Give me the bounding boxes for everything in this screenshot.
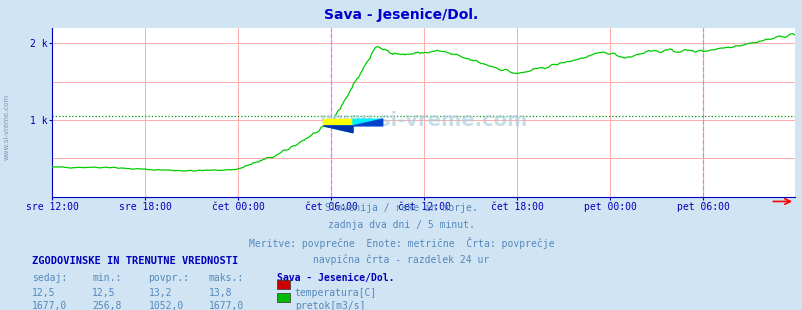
Text: 12,5: 12,5 — [32, 288, 55, 298]
Polygon shape — [353, 119, 383, 126]
Text: navpična črta - razdelek 24 ur: navpična črta - razdelek 24 ur — [313, 254, 489, 265]
Text: 12,5: 12,5 — [92, 288, 115, 298]
Polygon shape — [323, 126, 353, 133]
Polygon shape — [323, 126, 353, 133]
Text: zadnja dva dni / 5 minut.: zadnja dva dni / 5 minut. — [328, 220, 474, 230]
Text: 256,8: 256,8 — [92, 301, 122, 310]
Text: povpr.:: povpr.: — [148, 273, 189, 283]
Text: Sava - Jesenice/Dol.: Sava - Jesenice/Dol. — [324, 8, 478, 22]
Text: Slovenija / reke in morje.: Slovenija / reke in morje. — [325, 203, 477, 213]
Text: 1677,0: 1677,0 — [32, 301, 67, 310]
Text: temperatura[C]: temperatura[C] — [294, 288, 376, 298]
Text: min.:: min.: — [92, 273, 122, 283]
Text: www.si-vreme.com: www.si-vreme.com — [3, 94, 10, 160]
Bar — [323, 119, 353, 126]
Text: 13,2: 13,2 — [148, 288, 172, 298]
Text: www.si-vreme.com: www.si-vreme.com — [319, 111, 527, 130]
Text: 1677,0: 1677,0 — [209, 301, 244, 310]
Polygon shape — [353, 119, 383, 126]
Text: sedaj:: sedaj: — [32, 273, 67, 283]
Text: 13,8: 13,8 — [209, 288, 232, 298]
Text: pretok[m3/s]: pretok[m3/s] — [294, 301, 365, 310]
Text: 1052,0: 1052,0 — [148, 301, 184, 310]
Text: Meritve: povprečne  Enote: metrične  Črta: povprečje: Meritve: povprečne Enote: metrične Črta:… — [249, 237, 553, 249]
Text: ZGODOVINSKE IN TRENUTNE VREDNOSTI: ZGODOVINSKE IN TRENUTNE VREDNOSTI — [32, 256, 238, 266]
Text: Sava - Jesenice/Dol.: Sava - Jesenice/Dol. — [277, 273, 394, 283]
Text: maks.:: maks.: — [209, 273, 244, 283]
